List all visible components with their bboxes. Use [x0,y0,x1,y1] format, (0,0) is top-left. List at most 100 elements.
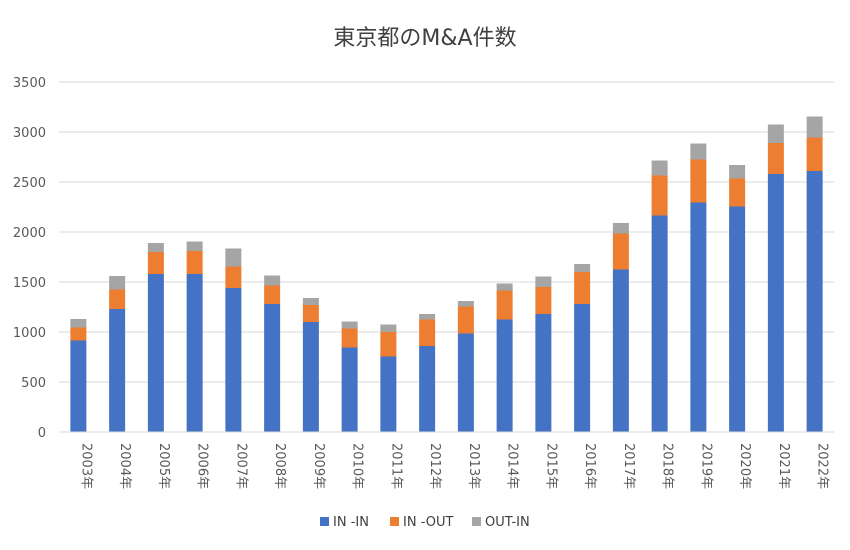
y-tick-label: 1500 [13,276,46,291]
bar-segment [690,159,707,203]
y-tick-label: 3000 [13,126,46,141]
bar-segment [380,332,397,357]
bar-segment [535,314,552,432]
bar-segment [109,276,126,290]
y-tick-label: 3500 [13,76,46,91]
y-tick-label: 2500 [13,176,46,191]
x-tick-label: 2016年 [582,443,597,489]
bar-segment [147,252,164,274]
x-tick-label: 2018年 [660,443,675,489]
legend-label: IN -OUT [403,515,453,530]
bar-segment [186,251,203,274]
legend: IN -IN IN -OUT OUT-IN [320,515,530,530]
bar-segment [70,327,87,341]
bar-segment [109,289,126,309]
bar-segment [264,285,281,304]
bar-segment [612,269,629,432]
bar-segment [380,324,397,332]
bar-segment [302,298,319,305]
x-tick-label: 2007年 [233,443,248,489]
bar-segment [419,319,436,346]
legend-swatch [320,517,329,526]
bar-segment [186,241,203,251]
bar-segment [496,290,513,320]
bar-segment [729,165,746,179]
bar-segment [651,215,668,432]
legend-swatch [472,517,481,526]
bar-segment [651,175,668,216]
bar-segment [302,322,319,432]
bar-segment [535,276,552,287]
bar-segment [806,137,823,171]
x-tick-label: 2015年 [543,443,558,489]
chart-title: 東京都のM&A件数 [333,26,516,51]
x-tick-label: 2021年 [776,443,791,489]
bar-segment [612,223,629,234]
x-tick-label: 2017年 [621,443,636,489]
x-axis-ticks: 2003年 2004年 2005年 2006年 2007年 2008年 2009年 2010年… [78,443,829,489]
x-tick-label: 2019年 [698,443,713,489]
bar-segment [574,304,591,432]
bar-segment [612,233,629,270]
y-tick-label: 500 [21,376,46,391]
bar-segment [457,333,474,432]
legend-label: OUT-IN [485,515,530,530]
x-tick-label: 2004年 [117,443,132,489]
y-tick-label: 2000 [13,226,46,241]
x-tick-label: 2011年 [388,443,403,489]
bar-segment [109,309,126,432]
bar-segment [264,304,281,432]
bar-segment [690,143,707,160]
x-tick-label: 2006年 [195,443,210,489]
bar-segment [419,346,436,432]
y-tick-label: 0 [38,426,46,441]
bar-segment [806,171,823,432]
x-tick-label: 2010年 [350,443,365,489]
bar-segment [767,174,784,432]
bar-segment [496,319,513,432]
bar-segment [186,274,203,432]
y-axis-ticks: 0 500 1000 1500 2000 2500 3000 3500 [13,76,46,441]
bar-segment [690,202,707,432]
bar-segment [457,306,474,334]
bar-segment [264,275,281,286]
bars [70,116,823,432]
bar-segment [341,321,358,329]
x-tick-label: 2012年 [427,443,442,489]
x-tick-label: 2022年 [815,443,830,489]
bar-segment [225,266,242,288]
bar-segment [767,143,784,174]
bar-segment [574,264,591,272]
x-tick-label: 2013年 [466,443,481,489]
bar-segment [574,272,591,304]
bar-segment [341,347,358,432]
x-tick-label: 2009年 [311,443,326,489]
bar-segment [651,160,668,176]
bar-segment [147,274,164,432]
bar-segment [225,288,242,432]
bar-segment [729,178,746,207]
x-tick-label: 2020年 [737,443,752,489]
bar-segment [341,328,358,348]
bar-segment [496,283,513,291]
x-tick-label: 2005年 [156,443,171,489]
x-tick-label: 2014年 [505,443,520,489]
bar-segment [419,314,436,320]
bar-segment [457,301,474,307]
bar-segment [70,319,87,328]
bar-segment [380,356,397,432]
y-tick-label: 1000 [13,326,46,341]
legend-swatch [390,517,399,526]
bar-segment [147,243,164,252]
bar-segment [70,340,87,432]
bar-segment [729,206,746,432]
bar-segment [767,124,784,143]
x-tick-label: 2003年 [78,443,93,489]
x-tick-label: 2008年 [272,443,287,489]
bar-segment [535,287,552,314]
bar-segment [806,116,823,138]
gridlines [59,81,834,383]
legend-label: IN -IN [333,515,369,530]
bar-segment [302,305,319,322]
bar-segment [225,248,242,267]
